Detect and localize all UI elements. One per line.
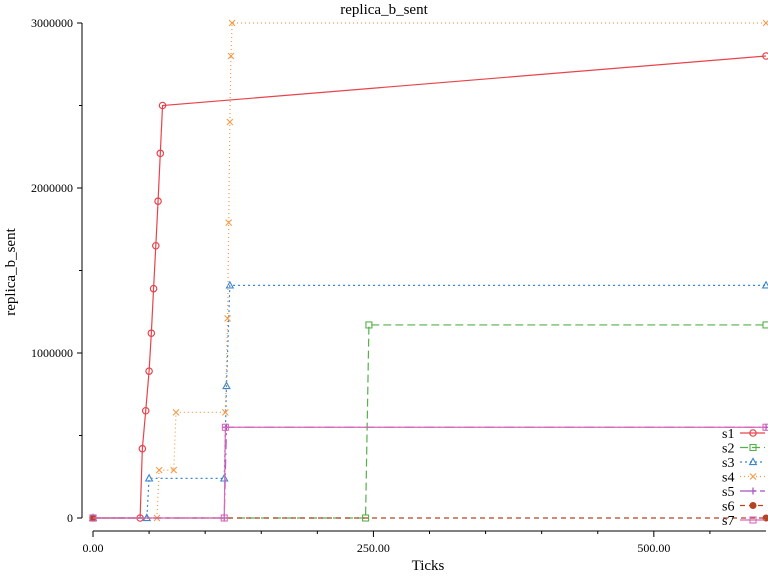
series-s7-marker (221, 423, 229, 431)
series-s4-marker (225, 219, 233, 227)
legend-entry-s4: s4 (722, 471, 765, 486)
series-s1-marker (149, 284, 158, 293)
series-s7-line (93, 426, 766, 519)
legend-s7-marker (749, 516, 757, 524)
series-layer (88, 19, 768, 522)
legend-label: s2 (722, 442, 734, 457)
legend-s4-marker (749, 473, 757, 480)
series-s3-marker (144, 473, 154, 482)
series-s1-marker (156, 149, 165, 158)
series-s4-line (93, 22, 766, 519)
axes: 0 1000000 2000000 3000000 0.00 250.00 500.00 (31, 16, 766, 555)
y-tick-label: 2000000 (31, 181, 73, 195)
series-s4-marker (221, 409, 229, 416)
series-s4-marker (172, 409, 180, 416)
series-s4-marker (170, 466, 178, 474)
legend-entry-s1: s1 (722, 427, 765, 442)
series-s2 (89, 321, 768, 522)
y-axis-title: replica_b_sent (3, 227, 19, 315)
series-s1-marker (145, 367, 153, 375)
legend-s5-marker (749, 487, 757, 495)
series-s1 (89, 52, 768, 522)
y-tick-label: 0 (67, 511, 73, 525)
series-s4-marker (155, 466, 163, 474)
x-tick-label: 0.00 (83, 541, 104, 555)
series-s4-marker (228, 19, 236, 27)
legend-label: s7 (722, 514, 734, 529)
series-s1-marker (762, 52, 768, 60)
series-s4 (89, 19, 768, 522)
series-s4-marker (226, 118, 234, 126)
series-s2-marker (762, 321, 768, 329)
legend-entry-s2: s2 (722, 442, 765, 457)
legend-entry-s6: s6 (722, 500, 765, 515)
series-s1-marker (147, 329, 156, 338)
legend-entry-s5: s5 (722, 485, 765, 500)
series-s1-line (93, 55, 767, 519)
series-s4-marker (762, 19, 768, 27)
series-s2-marker (365, 321, 373, 329)
y-tick-label: 1000000 (31, 346, 73, 360)
y-tick-label: 3000000 (31, 16, 73, 30)
series-s5 (89, 423, 768, 522)
legend-s6-marker (749, 502, 757, 509)
series-s3-marker (222, 381, 231, 390)
x-axis-title: Ticks (412, 558, 445, 574)
series-s1-marker (154, 197, 162, 206)
series-s7-marker (762, 423, 768, 431)
legend-s1-marker (749, 429, 757, 437)
series-s1-marker (152, 241, 160, 250)
series-s2-marker (362, 514, 370, 522)
series-s2-line (93, 324, 766, 519)
series-s1-marker (141, 406, 150, 415)
series-s3-marker (225, 280, 235, 289)
legend-label: s1 (722, 427, 734, 442)
x-tick-label: 250.00 (357, 541, 390, 555)
series-s7-marker (89, 514, 97, 522)
series-s5-line (93, 426, 766, 519)
series-s7-marker (220, 514, 228, 522)
x-tick-label: 500.00 (637, 541, 670, 555)
legend-label: s4 (722, 471, 734, 486)
series-s1-marker (138, 444, 147, 453)
series-s4-marker (227, 52, 235, 60)
series-s3-line (93, 284, 766, 519)
legend-label: s3 (722, 456, 734, 471)
legend-label: s5 (722, 485, 734, 500)
series-s1-marker (158, 101, 167, 110)
series-s3 (88, 280, 768, 522)
legend-entry-s7: s7 (722, 514, 765, 529)
legend-s2-marker (749, 443, 757, 452)
legend-s3-marker (748, 457, 758, 466)
legend-entry-s3: s3 (722, 456, 765, 471)
legend-label: s6 (722, 500, 734, 515)
series-s4-marker (224, 314, 231, 322)
series-s7 (89, 423, 768, 522)
chart-title: replica_b_sent (340, 2, 428, 18)
